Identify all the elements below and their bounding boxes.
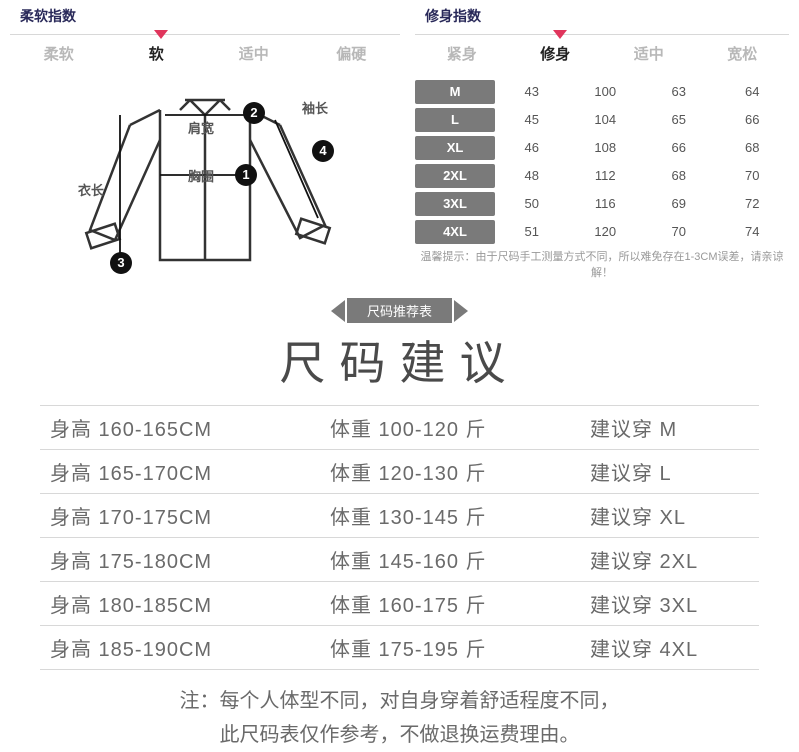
footer-note: 注：每个人体型不同，对自身穿着舒适程度不同， 此尺码表仅作参考，不做退换运费理由… — [0, 684, 799, 752]
size-cell-value: 46 — [495, 136, 569, 160]
size-cell-value: 70 — [716, 164, 790, 188]
size-cell-size: XL — [415, 136, 495, 160]
size-cell-value: 66 — [642, 136, 716, 160]
rec-height: 身高 175-180CM — [50, 545, 330, 574]
size-cell-value: 68 — [716, 136, 790, 160]
size-cell-value: 65 — [642, 108, 716, 132]
size-cell-value: 68 — [642, 164, 716, 188]
rec-height: 身高 165-170CM — [50, 457, 330, 486]
fit-scale-1: 修身 — [509, 43, 603, 64]
softness-scale-0: 柔软 — [10, 43, 108, 64]
fit-scale: 紧身 修身 适中 宽松 — [415, 35, 789, 74]
size-cell-value: 48 — [495, 164, 569, 188]
size-cell-value: 43 — [495, 80, 569, 104]
ribbon-wing-right-icon — [454, 300, 468, 322]
size-cell-size: M — [415, 80, 495, 104]
recommendation-table: 身高 160-165CM体重 100-120 斤建议穿 M身高 165-170C… — [40, 405, 759, 670]
size-cell-value: 120 — [569, 220, 643, 244]
rec-height: 身高 170-175CM — [50, 501, 330, 530]
ribbon-wing-left-icon — [331, 300, 345, 322]
size-table: M431006364L451046566XL4610866682XL481126… — [415, 80, 789, 244]
top-section: 柔软指数 柔软 软 适中 偏硬 — [0, 0, 799, 280]
rec-weight: 体重 160-175 斤 — [330, 589, 590, 618]
rec-size: 建议穿 4XL — [590, 633, 749, 662]
size-cell-size: 3XL — [415, 192, 495, 216]
size-cell-value: 63 — [642, 80, 716, 104]
footer-line-1: 注：每个人体型不同，对自身穿着舒适程度不同， — [0, 684, 799, 718]
size-row: L451046566 — [415, 108, 789, 132]
rec-size: 建议穿 L — [590, 457, 749, 486]
rec-size: 建议穿 XL — [590, 501, 749, 530]
marker-2: 2 — [243, 102, 265, 124]
size-cell-value: 64 — [716, 80, 790, 104]
rec-row: 身高 170-175CM体重 130-145 斤建议穿 XL — [40, 494, 759, 538]
size-cell-value: 66 — [716, 108, 790, 132]
fit-scale-3: 宽松 — [696, 43, 790, 64]
rec-size: 建议穿 3XL — [590, 589, 749, 618]
rec-weight: 体重 130-145 斤 — [330, 501, 590, 530]
softness-panel: 柔软指数 柔软 软 适中 偏硬 — [10, 0, 400, 280]
rec-weight: 体重 175-195 斤 — [330, 633, 590, 662]
size-row: M431006364 — [415, 80, 789, 104]
size-cell-size: 4XL — [415, 220, 495, 244]
big-title: 尺码建议 — [0, 327, 799, 393]
ribbon-label: 尺码推荐表 — [347, 298, 452, 323]
size-row: 2XL481126870 — [415, 164, 789, 188]
rec-weight: 体重 100-120 斤 — [330, 413, 590, 442]
size-cell-value: 72 — [716, 192, 790, 216]
fit-pointer — [553, 30, 567, 39]
rec-size: 建议穿 M — [590, 413, 749, 442]
marker-3: 3 — [110, 252, 132, 274]
label-length: 衣长 — [78, 180, 104, 199]
fit-title: 修身指数 — [415, 0, 789, 35]
fit-panel: 修身指数 紧身 修身 适中 宽松 M431006364L451046566XL4… — [415, 0, 789, 280]
rec-row: 身高 185-190CM体重 175-195 斤建议穿 4XL — [40, 626, 759, 670]
size-cell-value: 100 — [569, 80, 643, 104]
rec-weight: 体重 120-130 斤 — [330, 457, 590, 486]
fit-scale-2: 适中 — [602, 43, 696, 64]
size-cell-value: 70 — [642, 220, 716, 244]
size-cell-value: 74 — [716, 220, 790, 244]
label-chest: 胸围 — [188, 166, 214, 185]
softness-scale-2: 适中 — [205, 43, 303, 64]
rec-row: 身高 165-170CM体重 120-130 斤建议穿 L — [40, 450, 759, 494]
size-cell-size: 2XL — [415, 164, 495, 188]
shirt-diagram: 1 2 3 4 肩宽 胸围 袖长 衣长 — [10, 80, 400, 280]
size-cell-value: 108 — [569, 136, 643, 160]
softness-scale: 柔软 软 适中 偏硬 — [10, 35, 400, 74]
rec-height: 身高 185-190CM — [50, 633, 330, 662]
ribbon: 尺码推荐表 — [0, 298, 799, 323]
size-row: 4XL511207074 — [415, 220, 789, 244]
rec-row: 身高 160-165CM体重 100-120 斤建议穿 M — [40, 406, 759, 450]
size-cell-size: L — [415, 108, 495, 132]
softness-title: 柔软指数 — [10, 0, 400, 35]
footer-line-2: 此尺码表仅作参考，不做退换运费理由。 — [0, 718, 799, 752]
rec-height: 身高 180-185CM — [50, 589, 330, 618]
marker-4: 4 — [312, 140, 334, 162]
softness-scale-3: 偏硬 — [303, 43, 401, 64]
fit-scale-0: 紧身 — [415, 43, 509, 64]
size-cell-value: 69 — [642, 192, 716, 216]
size-cell-value: 51 — [495, 220, 569, 244]
size-table-note: 温馨提示：由于尺码手工测量方式不同，所以难免存在1-3CM误差，请亲谅解！ — [415, 248, 789, 280]
label-shoulder: 肩宽 — [188, 118, 214, 137]
size-row: XL461086668 — [415, 136, 789, 160]
rec-size: 建议穿 2XL — [590, 545, 749, 574]
rec-row: 身高 175-180CM体重 145-160 斤建议穿 2XL — [40, 538, 759, 582]
size-cell-value: 104 — [569, 108, 643, 132]
marker-1: 1 — [235, 164, 257, 186]
rec-height: 身高 160-165CM — [50, 413, 330, 442]
size-cell-value: 50 — [495, 192, 569, 216]
size-cell-value: 116 — [569, 192, 643, 216]
size-cell-value: 112 — [569, 164, 643, 188]
softness-pointer — [154, 30, 168, 39]
size-row: 3XL501166972 — [415, 192, 789, 216]
label-sleeve: 袖长 — [302, 98, 328, 117]
softness-scale-1: 软 — [108, 43, 206, 64]
rec-weight: 体重 145-160 斤 — [330, 545, 590, 574]
size-cell-value: 45 — [495, 108, 569, 132]
rec-row: 身高 180-185CM体重 160-175 斤建议穿 3XL — [40, 582, 759, 626]
